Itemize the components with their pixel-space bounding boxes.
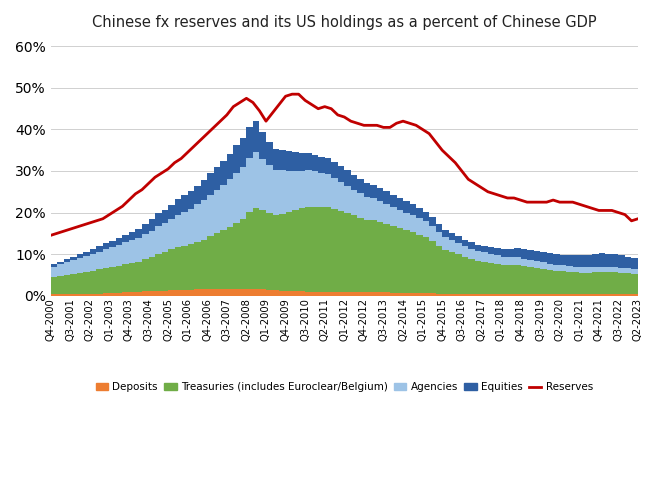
- Legend: Deposits, Treasuries (includes Euroclear/Belgium), Agencies, Equities, Reserves: Deposits, Treasuries (includes Euroclear…: [91, 378, 597, 396]
- Title: Chinese fx reserves and its US holdings as a percent of Chinese GDP: Chinese fx reserves and its US holdings …: [92, 15, 597, 30]
